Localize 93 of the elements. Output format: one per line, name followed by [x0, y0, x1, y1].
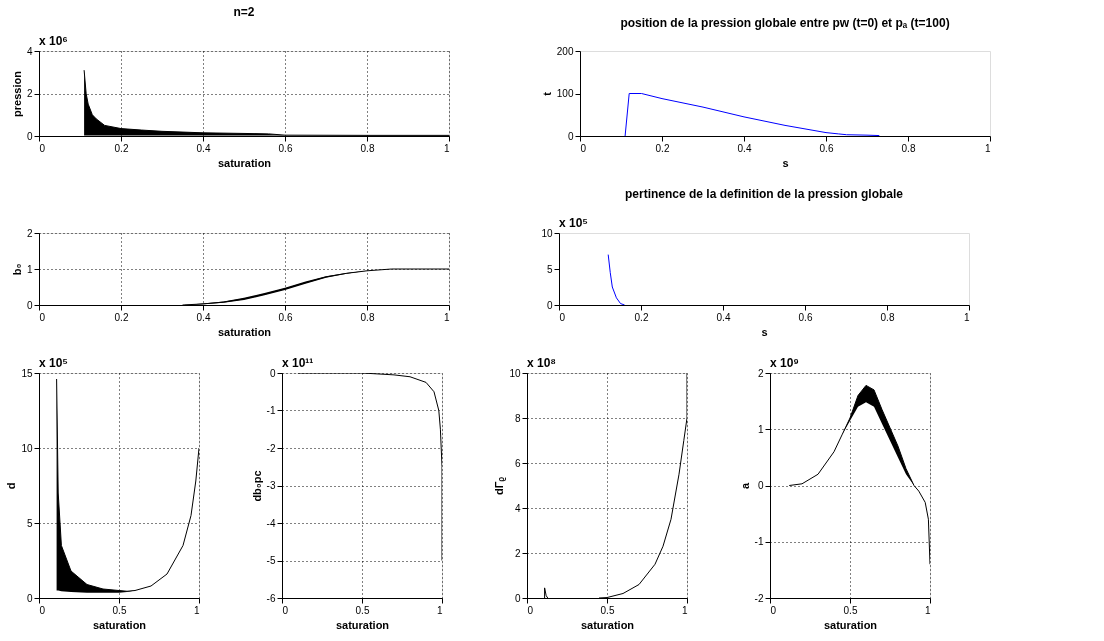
x-tick-label: 0.8 — [880, 311, 895, 323]
text: x 10⁹ — [770, 356, 800, 370]
x-axis-title: s — [761, 325, 768, 338]
x-tick-label: 0.6 — [819, 142, 834, 154]
y-tick-label: 0 — [26, 299, 33, 311]
text: x 10¹¹ — [282, 356, 314, 370]
y-tick-label: 10 — [509, 367, 521, 379]
y-tick-label: 0 — [26, 130, 33, 142]
x-tick-label: 0.2 — [114, 311, 129, 323]
chart-title: n=2 — [233, 5, 255, 19]
y-axis-title: db₀pc — [250, 470, 263, 502]
y-tick-label: 0 — [26, 592, 33, 604]
x-tick-label: 1 — [963, 311, 970, 323]
y-tick-label: 2 — [26, 88, 33, 99]
y-tick-label: 100 — [556, 88, 574, 99]
x-axis-title: saturation — [217, 325, 272, 338]
chart-title: pertinence de la definition de la pression globale — [624, 187, 904, 201]
y-tick-label: 8 — [514, 412, 521, 424]
x-tick-label: 1 — [681, 604, 688, 616]
y-tick-label: -2 — [754, 592, 764, 604]
x-tick-label: 0 — [527, 604, 534, 616]
x-tick-label: 0 — [282, 604, 289, 616]
x-tick-label: 0.8 — [901, 142, 916, 154]
y-tick-label: 0 — [546, 299, 553, 311]
y-tick-label: -3 — [266, 480, 276, 491]
y-tick-label: 200 — [556, 45, 574, 57]
y-tick-label: 0 — [567, 130, 574, 142]
x-tick-label: 1 — [443, 142, 450, 154]
x-tick-label: 1 — [984, 142, 991, 154]
y-tick-label: 0 — [269, 367, 276, 379]
y-tick-label: 5 — [26, 517, 33, 529]
y-tick-label: -4 — [266, 517, 276, 529]
y-tick-label: -6 — [266, 592, 276, 604]
y-axis-title: dΓᵨ — [493, 476, 507, 495]
x-axis-title: saturation — [823, 618, 878, 631]
y-tick-label: 2 — [26, 227, 33, 239]
y-tick-label: -2 — [266, 442, 276, 454]
x-tick-label: 0.2 — [655, 142, 670, 154]
y-axis-title: b₀ — [10, 263, 23, 276]
x-tick-label: 0.2 — [114, 142, 129, 154]
y-axis-title: a — [738, 482, 751, 490]
y-tick-label: 4 — [514, 502, 521, 514]
x-tick-label: 0.5 — [843, 604, 858, 616]
x-tick-label: 0.4 — [196, 142, 211, 154]
x-tick-label: 1 — [193, 604, 200, 616]
x-tick-label: 0.5 — [600, 604, 615, 616]
x-tick-label: 1 — [924, 604, 931, 616]
x-tick-label: 1 — [436, 604, 443, 616]
x-axis-title: saturation — [92, 618, 147, 631]
y-axis-title: t — [540, 91, 553, 96]
y-tick-label: -5 — [266, 555, 276, 566]
y-tick-label: 10 — [21, 442, 33, 454]
y-tick-label: 2 — [514, 547, 521, 559]
y-tick-label: 10 — [541, 227, 553, 239]
text: x 10⁶ — [39, 34, 68, 48]
text: x 10⁵ — [559, 216, 588, 230]
y-tick-label: 0 — [514, 592, 521, 604]
x-axis-title: saturation — [217, 156, 272, 169]
x-tick-label: 0.8 — [360, 311, 375, 323]
x-tick-label: 0.6 — [278, 142, 293, 154]
x-tick-label: 0.5 — [112, 604, 127, 616]
x-tick-label: 0 — [39, 311, 46, 323]
y-tick-label: -1 — [754, 536, 764, 548]
x-tick-label: 0.8 — [360, 142, 375, 154]
x-axis-title: saturation — [580, 618, 635, 631]
x-tick-label: 1 — [443, 311, 450, 323]
x-axis-title: s — [782, 156, 789, 169]
chart-title: position de la pression globale entre pw (t=0) et pₐ (t=100) — [620, 16, 950, 30]
x-tick-label: 0.4 — [716, 311, 731, 323]
y-tick-label: 5 — [546, 263, 553, 275]
x-tick-label: 0.2 — [634, 311, 649, 323]
text: x 10⁵ — [39, 356, 68, 370]
x-tick-label: 0.6 — [798, 311, 813, 323]
x-tick-label: 0 — [770, 604, 777, 616]
x-tick-label: 0 — [39, 142, 46, 154]
x-tick-label: 0.4 — [196, 311, 211, 323]
x-tick-label: 0 — [580, 142, 587, 154]
y-tick-label: 1 — [757, 423, 764, 435]
y-axis-title: d — [5, 482, 18, 490]
y-tick-label: 6 — [514, 457, 521, 469]
y-tick-label: 15 — [21, 367, 33, 379]
x-tick-label: 0.4 — [737, 142, 752, 154]
y-tick-label: 1 — [26, 263, 33, 275]
y-axis-title: pression — [10, 70, 23, 117]
y-tick-label: -1 — [266, 405, 276, 416]
x-tick-label: 0.5 — [355, 604, 370, 616]
text: x 10⁸ — [527, 356, 557, 370]
x-tick-label: 0.6 — [278, 311, 293, 323]
x-tick-label: 0 — [39, 604, 46, 616]
y-tick-label: 4 — [26, 45, 33, 57]
x-axis-title: saturation — [335, 618, 390, 631]
y-tick-label: 0 — [757, 480, 764, 491]
y-tick-label: 2 — [757, 367, 764, 379]
